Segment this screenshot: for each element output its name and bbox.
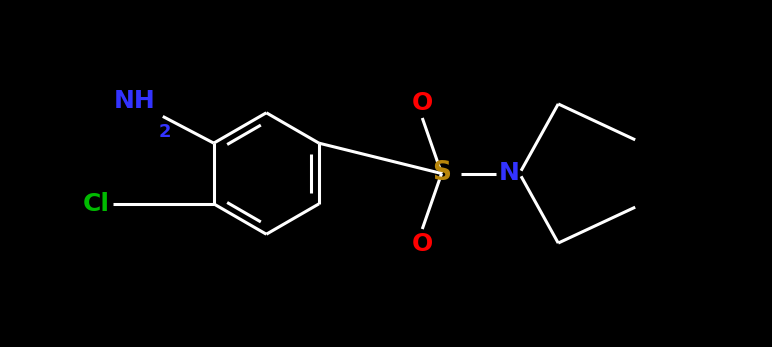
Text: O: O	[411, 232, 433, 256]
Text: Cl: Cl	[83, 192, 110, 216]
Text: S: S	[432, 161, 451, 186]
Text: 2: 2	[159, 124, 171, 141]
Text: N: N	[499, 161, 520, 186]
Text: NH: NH	[113, 89, 155, 113]
Text: O: O	[411, 91, 433, 115]
